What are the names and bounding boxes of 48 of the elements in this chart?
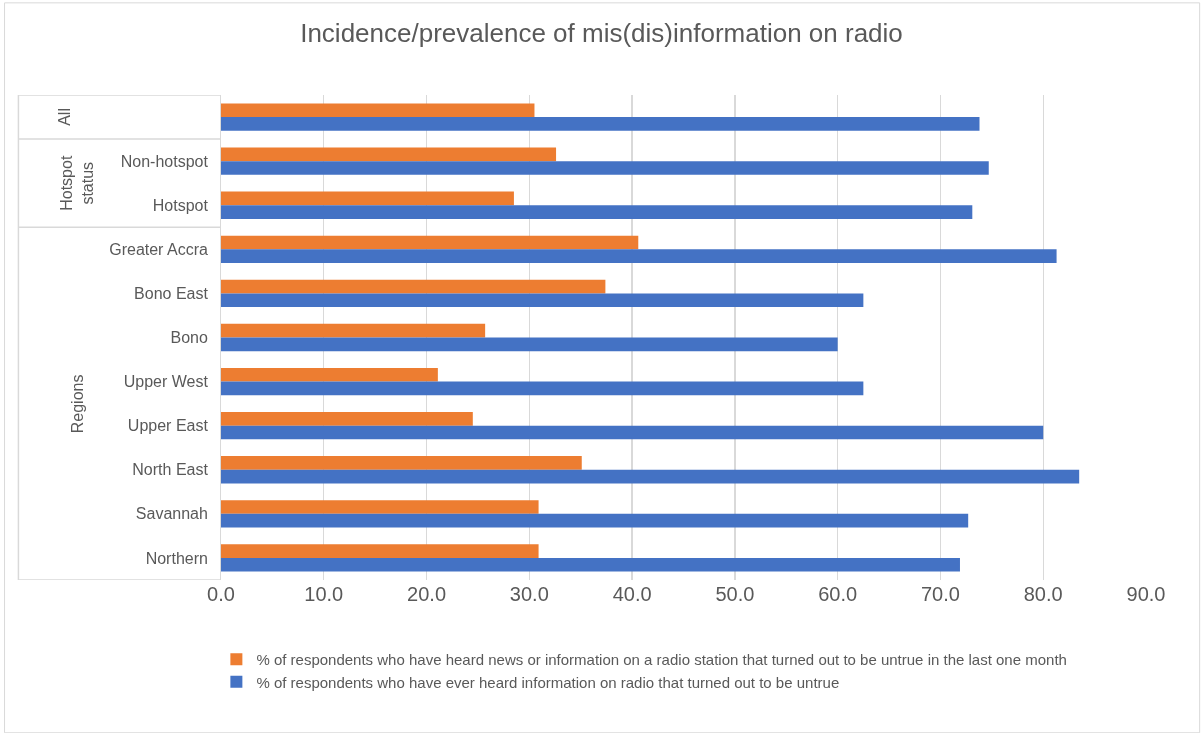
bar (221, 249, 1057, 263)
chart-title: Incidence/prevalence of mis(dis)information on radio (300, 18, 903, 49)
bar (221, 412, 473, 426)
bar (221, 293, 864, 308)
bar (221, 191, 514, 206)
text: Hotspot status (58, 155, 97, 211)
bar (221, 381, 864, 396)
bar (221, 147, 557, 162)
bar (221, 103, 535, 118)
bar (221, 279, 606, 294)
y-tick-label: Upper East (127, 417, 217, 435)
bar (221, 500, 539, 514)
bar (221, 235, 639, 250)
y-tick-label: Non-hotspot (120, 152, 217, 170)
x-tick-label: 40.0 (612, 583, 652, 605)
x-tick-label: 20.0 (407, 583, 447, 605)
y-tick-label: Hotspot (152, 196, 217, 214)
y-tick-label: Bono (170, 329, 217, 347)
x-tick-label: 80.0 (1023, 583, 1063, 605)
bar (221, 161, 989, 175)
bar (221, 323, 486, 338)
bar (221, 205, 973, 219)
text: Regions (68, 374, 86, 434)
bar (221, 469, 1080, 484)
bar (221, 456, 582, 470)
y-tick-label: North East (132, 461, 217, 479)
y-tick-label: Northern (145, 549, 217, 567)
y-tick-label: Bono East (134, 285, 217, 303)
y-tick-label: Greater Accra (109, 240, 217, 258)
legend-label: % of respondents who have ever heard information on radio that turned out to be untrue (256, 673, 840, 691)
bar (221, 544, 539, 558)
bar (221, 337, 838, 352)
x-tick-label: 10.0 (304, 583, 344, 605)
bar (221, 557, 960, 572)
bar (221, 513, 969, 528)
x-tick-label: 70.0 (920, 583, 960, 605)
x-tick-label: 30.0 (509, 583, 549, 605)
y-tick-label: Upper West (123, 373, 217, 391)
x-tick-label: 50.0 (715, 583, 755, 605)
bar (221, 117, 980, 131)
legend-label: % of respondents who have heard news or information on a radio station that turned out to be untrue in the last one month (256, 651, 1067, 669)
bar (221, 367, 438, 382)
y-tick-label: Savannah (135, 505, 217, 523)
x-tick-label: 90.0 (1126, 583, 1166, 605)
x-tick-label: 60.0 (818, 583, 858, 605)
text: All (55, 108, 73, 126)
bar (221, 425, 1044, 440)
x-tick-label: 0.0 (207, 583, 235, 605)
